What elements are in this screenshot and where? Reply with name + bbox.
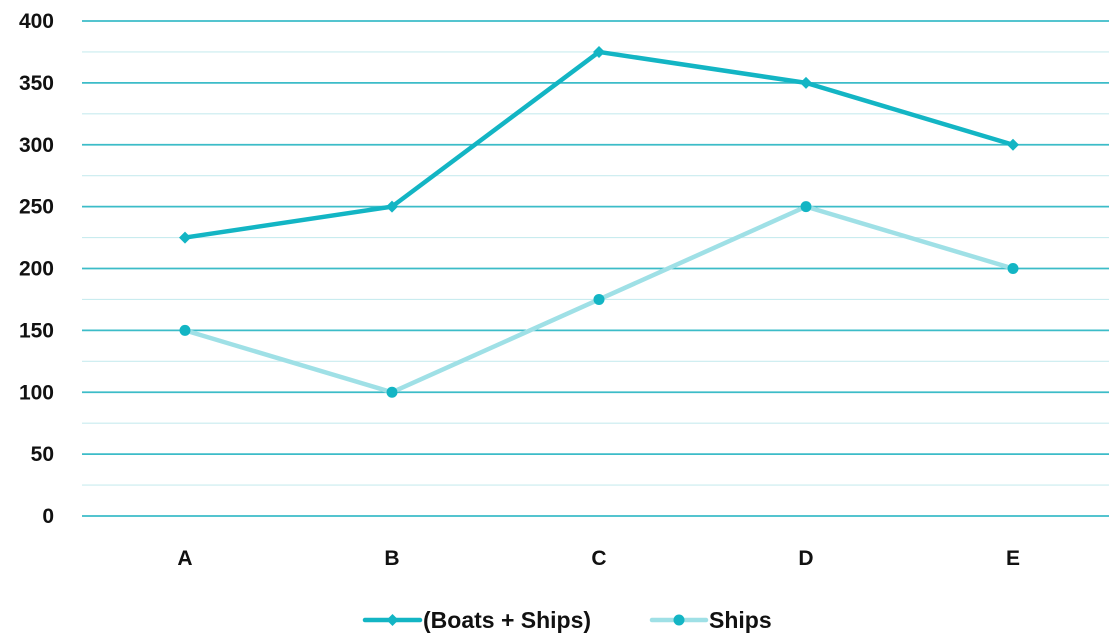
- data-point: [800, 201, 812, 213]
- data-point: [386, 200, 398, 213]
- y-tick-label: 150: [19, 319, 54, 342]
- legend-label: (Boats + Ships): [423, 607, 591, 633]
- legend-label: Ships: [709, 607, 772, 633]
- legend-marker: [386, 614, 399, 626]
- data-point: [179, 324, 191, 336]
- grid: [82, 20, 1109, 517]
- y-tick-label: 400: [19, 10, 54, 33]
- y-tick-label: 250: [19, 196, 54, 219]
- legend-entry: Ships: [649, 607, 772, 633]
- x-tick-label: B: [384, 547, 399, 570]
- y-axis-tick-labels: 0 50 100 150 200 250 300 350 400: [19, 10, 54, 528]
- series-2: [179, 201, 1019, 398]
- series-1: [179, 45, 1019, 244]
- legend: (Boats + Ships) Ships: [362, 607, 772, 633]
- x-tick-label: E: [1006, 547, 1020, 570]
- x-tick-label: C: [591, 547, 606, 570]
- y-tick-label: 50: [31, 443, 54, 466]
- data-point: [593, 45, 605, 58]
- data-point: [386, 386, 398, 398]
- series-lines: [179, 45, 1019, 398]
- y-tick-label: 300: [19, 134, 54, 157]
- y-tick-label: 200: [19, 258, 54, 281]
- x-axis-tick-labels: A B C D E: [177, 547, 1020, 570]
- y-tick-label: 0: [42, 505, 54, 528]
- y-tick-label: 350: [19, 72, 54, 95]
- y-tick-label: 100: [19, 381, 54, 404]
- data-point: [800, 76, 812, 89]
- legend-marker: [673, 614, 685, 626]
- data-point: [1007, 138, 1019, 151]
- data-point: [1007, 263, 1019, 274]
- data-point: [593, 293, 605, 305]
- data-point: [179, 231, 191, 244]
- x-tick-label: D: [798, 547, 813, 570]
- legend-entry: (Boats + Ships): [362, 607, 591, 633]
- x-tick-label: A: [177, 547, 192, 570]
